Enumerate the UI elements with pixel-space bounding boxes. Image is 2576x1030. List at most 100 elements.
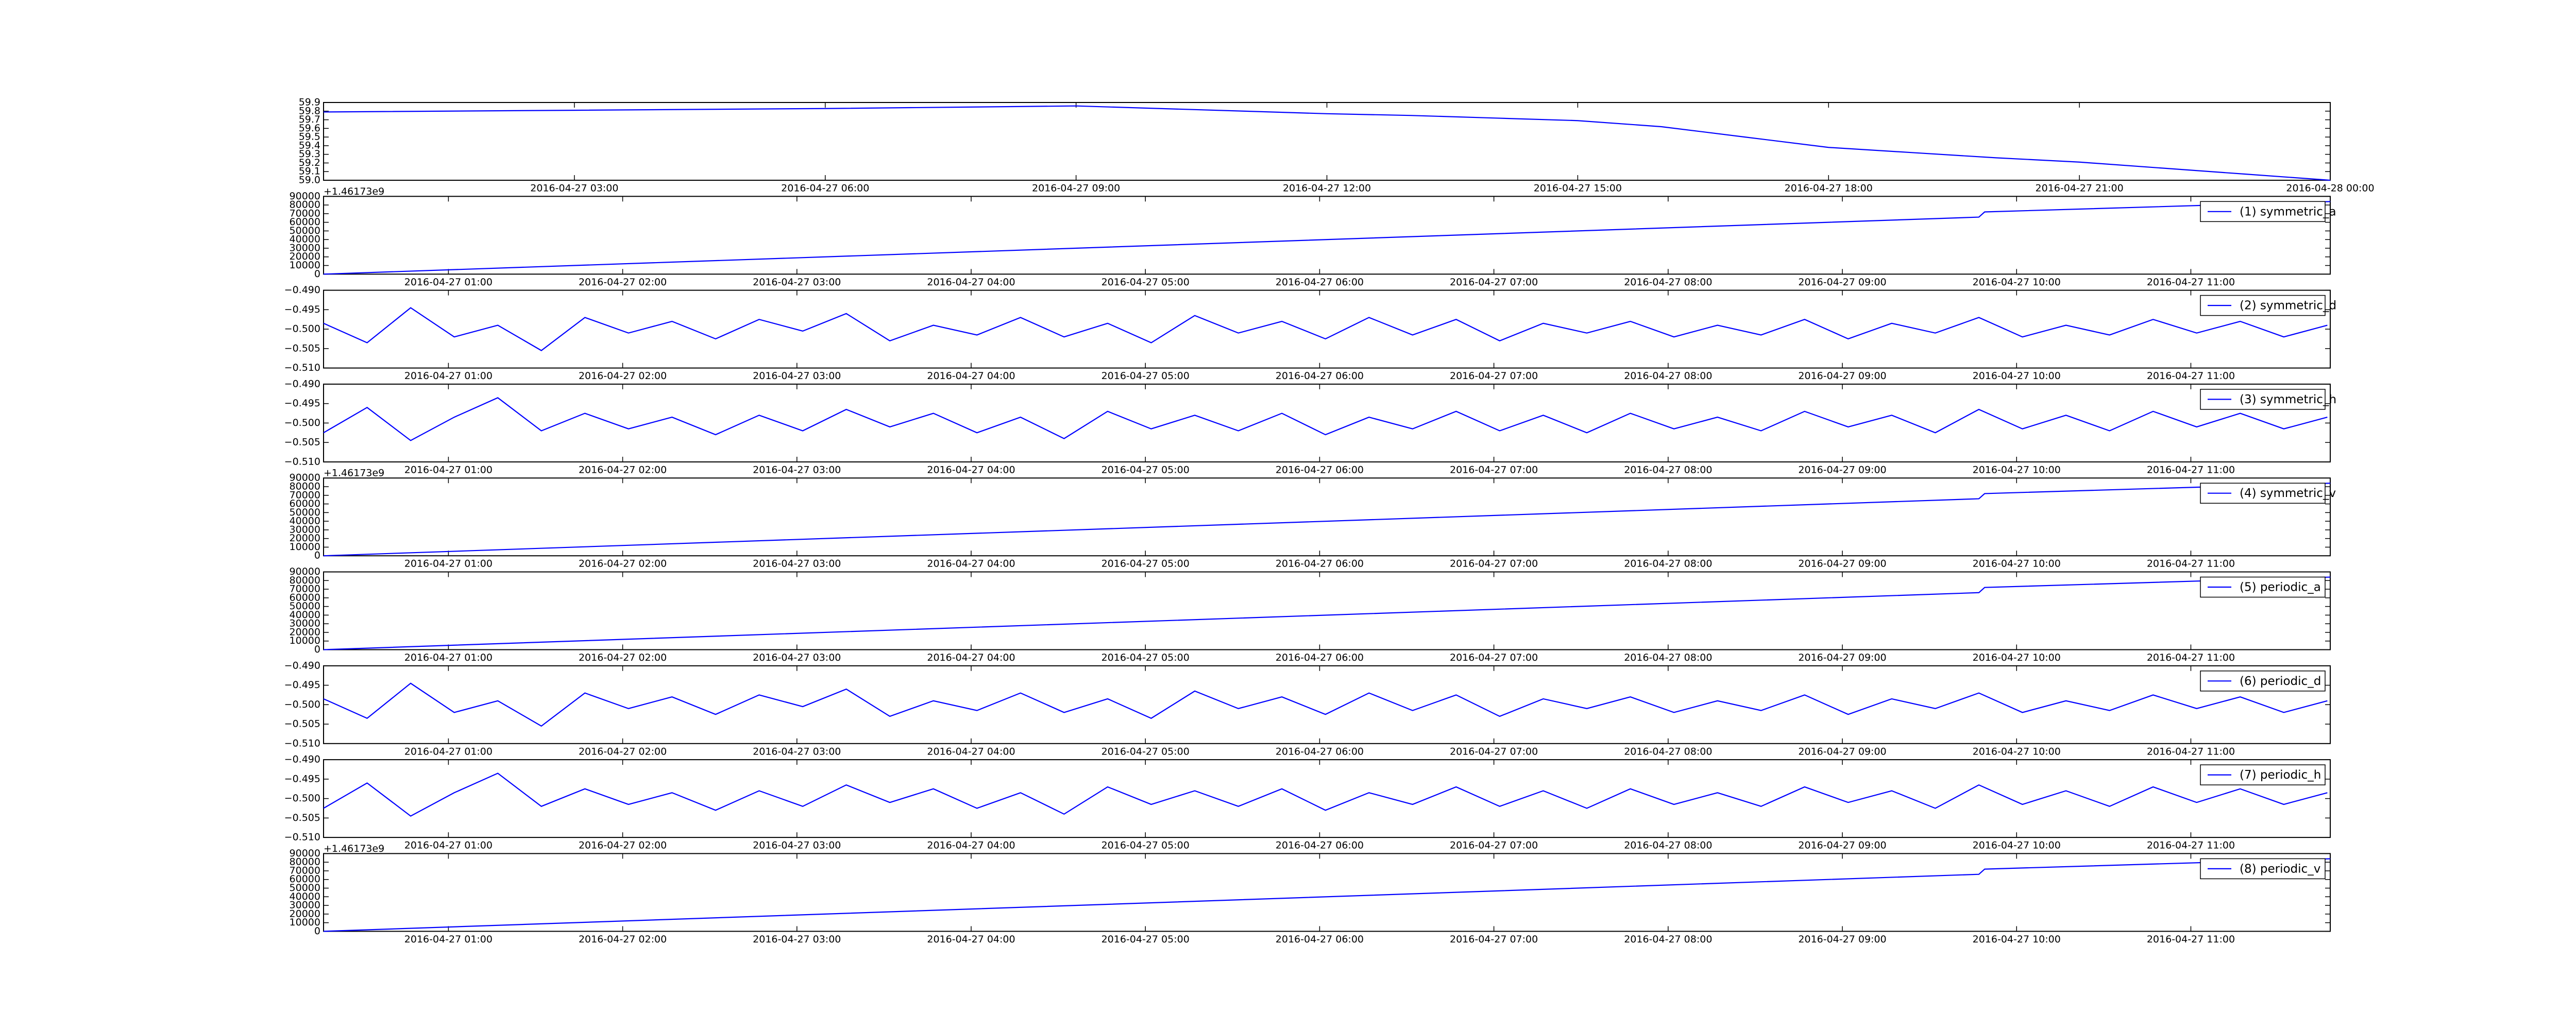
legend-label: (7) periodic_h	[2240, 768, 2321, 782]
x-tick-label: 2016-04-27 09:00	[1798, 934, 1886, 945]
y-tick-label: −0.495	[284, 679, 320, 691]
x-tick-label: 2016-04-28 00:00	[2286, 183, 2374, 194]
y-tick-label: 70000	[290, 208, 320, 219]
x-tick-label: 2016-04-27 01:00	[404, 370, 493, 382]
data-line	[323, 201, 2331, 275]
x-tick-label: 2016-04-27 06:00	[1276, 558, 1364, 570]
x-tick-label: 2016-04-27 08:00	[1624, 464, 1712, 475]
y-tick-label: −0.500	[284, 793, 320, 804]
x-tick-label: 2016-04-27 08:00	[1624, 652, 1712, 663]
y-tick-label: 60000	[290, 592, 320, 603]
y-tick-label: 20000	[290, 533, 320, 544]
y-tick-label: −0.495	[284, 304, 320, 315]
y-tick-label: −0.490	[284, 754, 320, 765]
x-tick-label: 2016-04-27 05:00	[1101, 370, 1190, 382]
y-tick-label: 20000	[290, 908, 320, 919]
y-tick-label: 80000	[290, 575, 320, 586]
y-tick-label: 0	[314, 550, 320, 561]
y-tick-label: 20000	[290, 626, 320, 638]
x-tick-label: 2016-04-27 10:00	[1973, 370, 2061, 382]
x-tick-label: 2016-04-27 10:00	[1973, 652, 2061, 663]
data-line	[323, 307, 2328, 351]
x-tick-label: 2016-04-27 03:00	[753, 746, 841, 757]
y-tick-label: 20000	[290, 251, 320, 262]
legend-label: (6) periodic_d	[2240, 675, 2321, 688]
x-tick-label: 2016-04-27 03:00	[753, 934, 841, 945]
x-tick-label: 2016-04-27 10:00	[1973, 934, 2061, 945]
y-tick-label: 59.5	[299, 131, 320, 143]
y-tick-label: −0.500	[284, 417, 320, 428]
legend-label: (5) periodic_a	[2240, 581, 2321, 594]
x-tick-label: 2016-04-27 21:00	[2036, 183, 2124, 194]
x-tick-label: 2016-04-27 05:00	[1101, 934, 1190, 945]
x-tick-label: 2016-04-27 11:00	[2147, 652, 2235, 663]
x-tick-label: 2016-04-27 11:00	[2147, 840, 2235, 851]
y-tick-label: 10000	[290, 635, 320, 646]
x-tick-label: 2016-04-27 03:00	[753, 277, 841, 288]
axes-frame	[323, 853, 2331, 932]
x-tick-label: 2016-04-27 01:00	[404, 840, 493, 851]
data-line	[323, 576, 2331, 650]
y-tick-label: 0	[314, 268, 320, 280]
y-tick-label: 60000	[290, 873, 320, 885]
y-tick-label: 10000	[290, 260, 320, 271]
x-tick-label: 2016-04-27 09:00	[1798, 558, 1886, 570]
x-tick-label: 2016-04-27 08:00	[1624, 277, 1712, 288]
y-tick-label: 40000	[290, 891, 320, 902]
axes-frame	[323, 289, 2331, 369]
x-tick-label: 2016-04-27 08:00	[1624, 746, 1712, 757]
x-tick-label: 2016-04-27 10:00	[1973, 840, 2061, 851]
x-tick-label: 2016-04-27 06:00	[1276, 277, 1364, 288]
y-tick-label: 60000	[290, 216, 320, 228]
y-tick-label: −0.505	[284, 437, 320, 448]
x-tick-label: 2016-04-27 04:00	[927, 934, 1015, 945]
x-tick-label: 2016-04-27 06:00	[1276, 370, 1364, 382]
x-tick-label: 2016-04-27 04:00	[927, 652, 1015, 663]
y-tick-label: 59.1	[299, 166, 320, 177]
y-tick-label: −0.510	[284, 456, 320, 467]
x-tick-label: 2016-04-27 04:00	[927, 840, 1015, 851]
x-tick-label: 2016-04-27 08:00	[1624, 934, 1712, 945]
y-tick-label: 40000	[290, 516, 320, 527]
x-tick-label: 2016-04-27 11:00	[2147, 746, 2235, 757]
x-tick-label: 2016-04-27 02:00	[579, 746, 667, 757]
x-tick-label: 2016-04-27 04:00	[927, 464, 1015, 475]
x-tick-label: 2016-04-27 03:00	[753, 370, 841, 382]
y-tick-label: 40000	[290, 234, 320, 245]
legend-label: (1) symmetric_a	[2240, 205, 2336, 218]
x-tick-label: 2016-04-27 01:00	[404, 558, 493, 570]
x-tick-label: 2016-04-27 05:00	[1101, 277, 1190, 288]
x-tick-label: 2016-04-27 01:00	[404, 277, 493, 288]
x-tick-label: 2016-04-27 05:00	[1101, 558, 1190, 570]
y-tick-label: 60000	[290, 498, 320, 509]
data-line	[323, 772, 2328, 817]
x-tick-label: 2016-04-27 03:00	[753, 840, 841, 851]
y-tick-label: −0.510	[284, 832, 320, 843]
legend-label: (8) periodic_v	[2240, 862, 2320, 876]
x-tick-label: 2016-04-27 06:00	[1276, 934, 1364, 945]
axes-frame	[323, 477, 2331, 557]
y-tick-label: 90000	[290, 472, 320, 484]
x-tick-label: 2016-04-27 07:00	[1450, 746, 1538, 757]
y-tick-label: 90000	[290, 848, 320, 859]
x-tick-label: 2016-04-27 06:00	[1276, 464, 1364, 475]
y-tick-label: −0.505	[284, 342, 320, 354]
x-tick-label: 2016-04-27 11:00	[2147, 558, 2235, 570]
legend-box	[2200, 389, 2326, 410]
x-tick-label: 2016-04-27 03:00	[530, 183, 618, 194]
offset-text: +1.46173e9	[324, 468, 384, 479]
x-tick-label: 2016-04-27 10:00	[1973, 746, 2061, 757]
y-tick-label: 59.0	[299, 175, 320, 186]
x-tick-label: 2016-04-27 11:00	[2147, 464, 2235, 475]
y-tick-label: 59.6	[299, 123, 320, 134]
x-tick-label: 2016-04-27 15:00	[1534, 183, 1622, 194]
x-tick-label: 2016-04-27 09:00	[1798, 840, 1886, 851]
x-tick-label: 2016-04-27 02:00	[579, 370, 667, 382]
y-tick-label: 30000	[290, 900, 320, 911]
data-line	[323, 682, 2328, 727]
y-tick-label: 50000	[290, 600, 320, 612]
x-tick-label: 2016-04-27 07:00	[1450, 558, 1538, 570]
offset-text: +1.46173e9	[324, 186, 384, 197]
y-tick-label: 30000	[290, 618, 320, 629]
